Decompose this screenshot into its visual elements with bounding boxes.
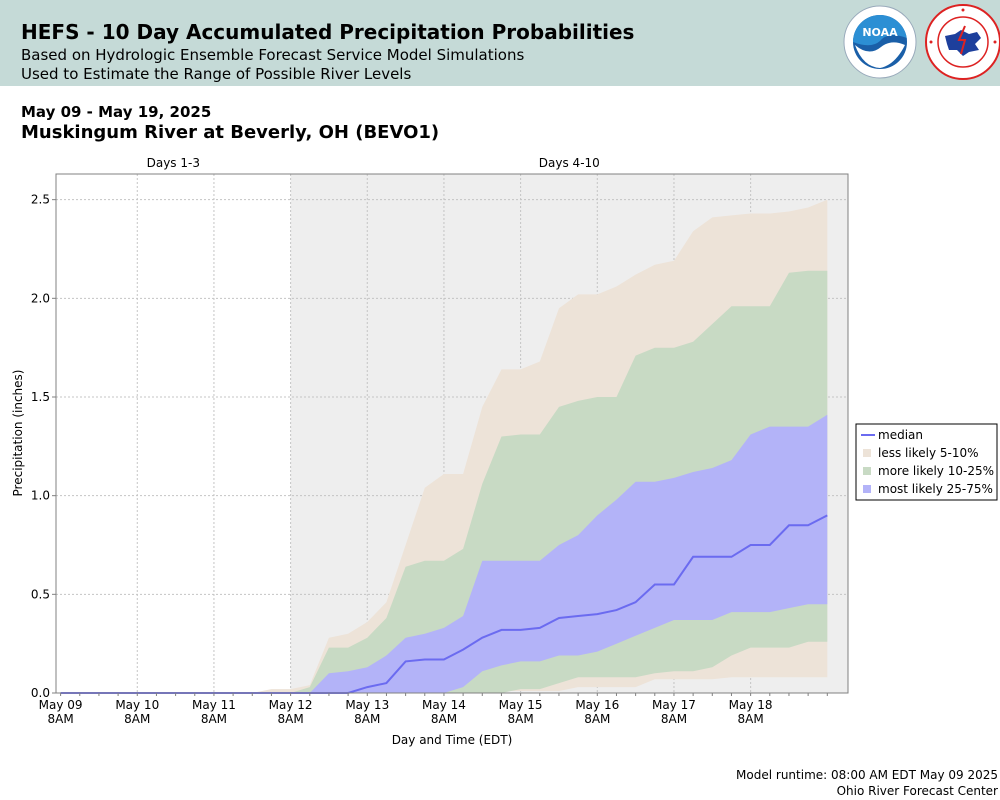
svg-text:NOAA: NOAA bbox=[862, 26, 898, 39]
legend-label-1: less likely 5-10% bbox=[878, 446, 979, 460]
x-tick-label-time-5: 8AM bbox=[431, 712, 457, 726]
y-tick-label-2: 1.0 bbox=[31, 489, 50, 503]
legend: median less likely 5-10% more likely 10-25… bbox=[855, 423, 998, 501]
legend-label-3: most likely 25-75% bbox=[878, 482, 993, 496]
x-tick-label-date-2: May 11 bbox=[192, 698, 236, 712]
x-tick-label-time-2: 8AM bbox=[201, 712, 227, 726]
location-title: Muskingum River at Beverly, OH (BEVO1) bbox=[21, 122, 440, 143]
model-runtime: Model runtime: 08:00 AM EDT May 09 2025 bbox=[736, 768, 998, 782]
x-tick-label-date-6: May 15 bbox=[499, 698, 543, 712]
y-tick-label-0: 0.0 bbox=[31, 686, 50, 700]
subtitle-line-2: Used to Estimate the Range of Possible R… bbox=[21, 65, 412, 83]
x-axis-label: Day and Time (EDT) bbox=[392, 733, 513, 747]
x-tick-label-time-3: 8AM bbox=[278, 712, 304, 726]
x-tick-label-time-7: 8AM bbox=[584, 712, 610, 726]
x-tick-label-date-3: May 12 bbox=[269, 698, 313, 712]
x-tick-label-time-6: 8AM bbox=[508, 712, 534, 726]
plot-frame bbox=[55, 173, 849, 694]
legend-swatch-2 bbox=[863, 467, 871, 475]
x-tick-label-time-1: 8AM bbox=[124, 712, 150, 726]
x-tick-label-time-0: 8AM bbox=[47, 712, 73, 726]
legend-label-0: median bbox=[878, 428, 923, 442]
x-tick-label-time-4: 8AM bbox=[354, 712, 380, 726]
header-banner: HEFS - 10 Day Accumulated Precipitation … bbox=[0, 0, 1000, 86]
legend-label-2: more likely 10-25% bbox=[878, 464, 994, 478]
x-tick-label-date-8: May 17 bbox=[652, 698, 696, 712]
national-weather-service-logo bbox=[925, 4, 1000, 84]
forecast-center: Ohio River Forecast Center bbox=[836, 784, 998, 798]
precipitation-chart: Days 1-3 Days 4-10 0.0 0.5 1.0 1.5 2.0 2.5 May … bbox=[11, 156, 998, 747]
x-tick-label-date-4: May 13 bbox=[345, 698, 389, 712]
y-tick-label-1: 0.5 bbox=[31, 587, 50, 601]
x-tick-label-time-9: 8AM bbox=[738, 712, 764, 726]
x-tick-label-date-1: May 10 bbox=[115, 698, 159, 712]
x-tick-label-date-9: May 18 bbox=[729, 698, 773, 712]
date-range: May 09 - May 19, 2025 bbox=[21, 103, 212, 121]
x-tick-label-date-5: May 14 bbox=[422, 698, 466, 712]
legend-swatch-1 bbox=[863, 449, 871, 457]
x-tick-label-time-8: 8AM bbox=[661, 712, 687, 726]
y-tick-label-4: 2.0 bbox=[31, 291, 50, 305]
noaa-logo: NOAA bbox=[843, 5, 917, 83]
x-tick-label-date-7: May 16 bbox=[575, 698, 619, 712]
y-axis-label: Precipitation (inches) bbox=[11, 370, 25, 497]
period-label-1: Days 1-3 bbox=[147, 156, 200, 170]
subtitle-line-1: Based on Hydrologic Ensemble Forecast Se… bbox=[21, 46, 525, 64]
x-tick-label-date-0: May 09 bbox=[39, 698, 83, 712]
band-most-likely bbox=[60, 414, 828, 693]
y-tick-label-3: 1.5 bbox=[31, 390, 50, 404]
legend-box bbox=[855, 423, 998, 501]
y-tick-label-5: 2.5 bbox=[31, 193, 50, 207]
legend-swatch-3 bbox=[863, 485, 871, 493]
page-title: HEFS - 10 Day Accumulated Precipitation … bbox=[21, 20, 635, 44]
period-label-2: Days 4-10 bbox=[539, 156, 600, 170]
